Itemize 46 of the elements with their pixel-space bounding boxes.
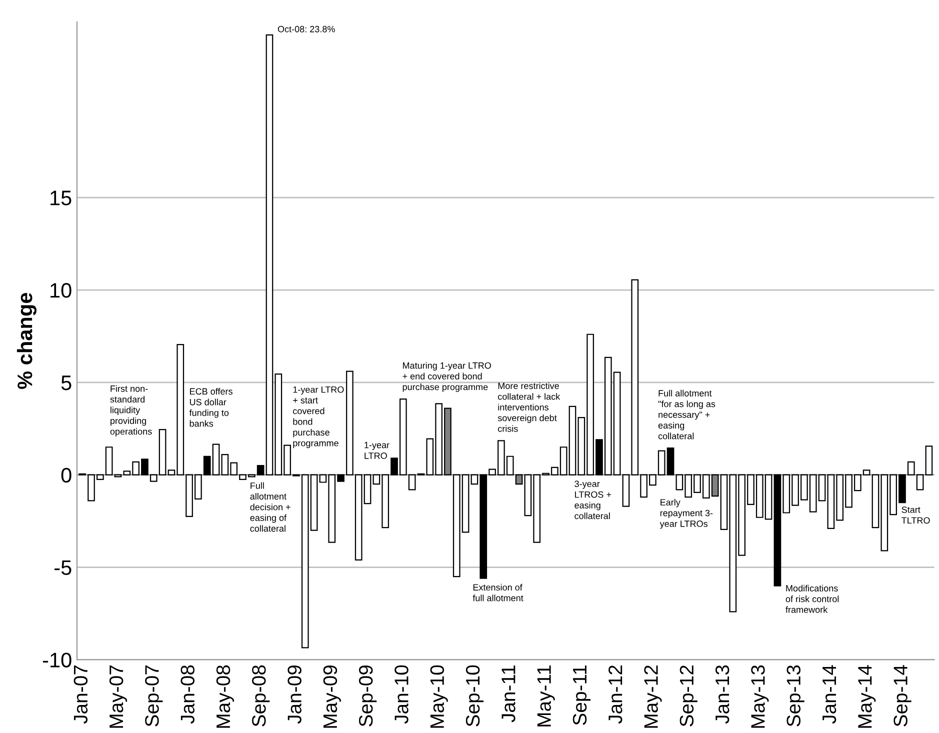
x-tick-label: Sep-12 [680,666,698,726]
x-tick-label: May-08 [216,665,234,728]
annotation: Start TLTRO [902,506,930,524]
annotation: Maturing 1-year LTRO + end covered bond purchase programme [402,362,491,392]
x-tick-label: Sep-08 [252,665,270,726]
x-tick-label: Jan-09 [288,665,302,724]
y-tick-label: 5 [61,376,72,390]
x-tick-label: Jan-08 [180,665,195,724]
annotation: ECB offers US dollar funding to banks [189,388,232,427]
x-tick-label: May-13 [751,665,769,728]
x-tick-label: Sep-07 [145,666,163,726]
x-tick-label: Sep-10 [466,665,484,726]
y-tick-label: -10 [42,652,72,668]
x-tick-label: Jan-11 [502,666,516,722]
y-tick-label: 10 [50,283,72,298]
annotation: First non- standard liquidity providing operations [110,385,152,436]
annotation: Modifications of risk control framework [786,584,839,613]
x-tick-label: May-14 [858,665,876,728]
y-tick-label: 0 [61,468,72,483]
x-tick-label: Sep-14 [894,665,912,726]
x-tick-label: May-10 [430,665,448,728]
annotation: 3-year LTROS + easing collateral [574,480,612,520]
y-axis-title: % change [16,292,36,389]
x-tick-label: Jan-13 [715,665,730,724]
x-tick-label: May-11 [537,666,555,726]
x-tick-label: Jan-14 [822,665,836,724]
annotation: Full allotment "for as long as necessary" + easing collateral [658,390,716,440]
x-tick-label: Sep-13 [786,665,804,726]
x-tick-label: May-07 [109,666,128,728]
y-tick-label: -5 [54,560,72,576]
annotation: 1-year LTRO + start covered bond purchase programme [293,386,344,448]
x-tick-label: Jan-07 [74,666,88,724]
annotation: Full allotment decision + easing of collateral [250,482,290,532]
x-tick-label: Jan-10 [394,665,408,724]
annotation: Extension of full allotment [472,584,524,602]
x-tick-label: Sep-11 [572,666,590,725]
bar [925,446,933,476]
x-tick-label: May-12 [644,666,662,728]
annotation: More restrictive collateral + lack interventions sovereign debt crisis [498,382,560,432]
annotation: Early repayment 3- year LTROs [660,498,713,529]
annotation: Oct-08: 23.8% [278,26,335,32]
annotation: 1-year LTRO [364,442,390,459]
x-tick-label: Sep-09 [358,665,377,726]
y-tick-label: 15 [50,190,72,206]
x-tick-label: May-09 [323,665,341,728]
x-tick-label: Jan-12 [608,666,622,724]
